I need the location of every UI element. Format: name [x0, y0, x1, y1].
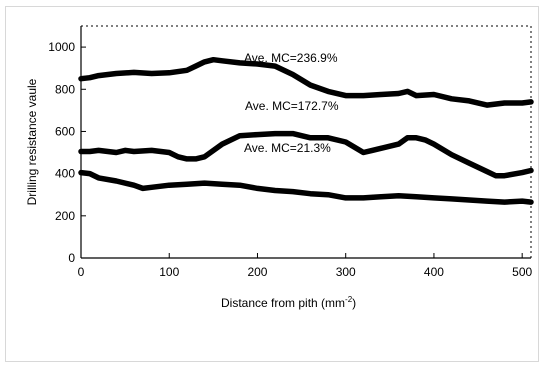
- x-tick-label: 0: [78, 265, 85, 279]
- x-tick-label: 400: [424, 265, 444, 279]
- x-tick-label: 500: [512, 265, 532, 279]
- x-ticks: 0 100 200 300 400 500: [78, 253, 533, 279]
- y-tick-label: 200: [55, 209, 75, 223]
- annotation-mc-236: Ave. MC=236.9%: [244, 51, 338, 65]
- y-tick-label: 400: [55, 167, 75, 181]
- y-tick-label: 800: [55, 82, 75, 96]
- figure-frame: 0 200 400 600 800 1000 0 100 200 300 400 500 Ave. …: [5, 6, 539, 362]
- x-tick-label: 200: [247, 265, 267, 279]
- y-axis-label: Drilling resistance vaule: [25, 78, 39, 205]
- line-chart: 0 200 400 600 800 1000 0 100 200 300 400 500 Ave. …: [25, 25, 534, 310]
- series-line-3: [78, 169, 534, 205]
- series-line-2: [78, 130, 534, 179]
- y-tick-label: 0: [68, 251, 75, 265]
- x-axis-label-main: Distance from pith (mm: [221, 296, 345, 310]
- x-tick-label: 300: [336, 265, 356, 279]
- y-tick-label: 600: [55, 124, 75, 138]
- series-layer: [78, 56, 534, 205]
- x-axis-label-close: ): [352, 296, 356, 310]
- x-axis-label: Distance from pith (mm-2): [221, 295, 356, 310]
- x-tick-label: 100: [159, 265, 179, 279]
- annotation-mc-21: Ave. MC=21.3%: [244, 141, 331, 155]
- y-ticks: 0 200 400 600 800 1000: [48, 40, 86, 265]
- x-axis-label-superscript: -2: [345, 295, 353, 304]
- plot-area: [80, 25, 532, 259]
- y-tick-label: 1000: [48, 40, 75, 54]
- series-line-1: [78, 56, 534, 108]
- annotation-mc-172: Ave. MC=172.7%: [245, 99, 339, 113]
